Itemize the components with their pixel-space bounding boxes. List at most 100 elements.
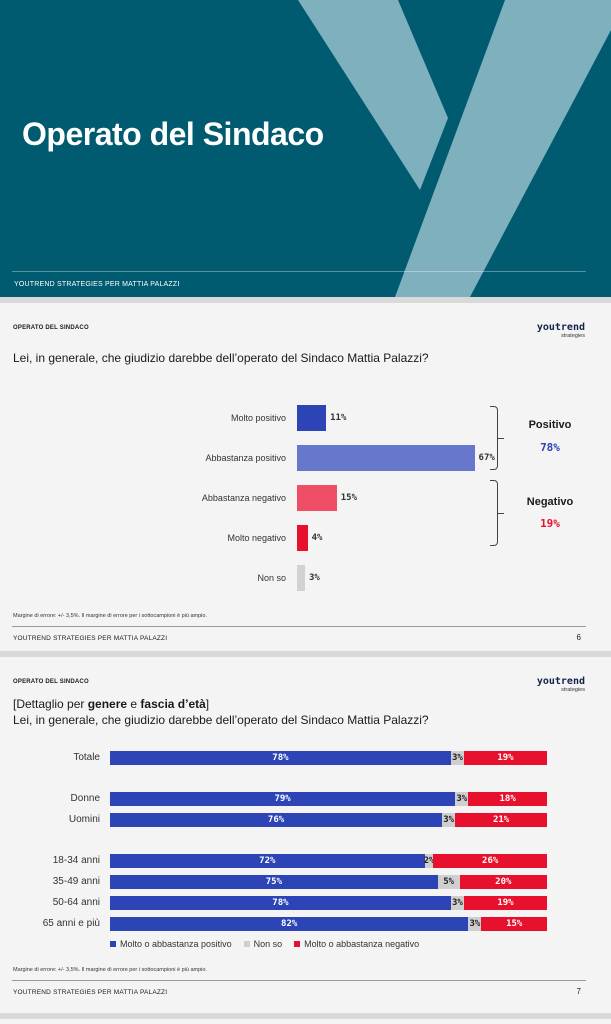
segment-value-35-49-anni-molto-o-abbastanza-negativo: 20%: [495, 877, 512, 887]
slide6-kicker: OPERATO DEL SINDACO: [13, 325, 89, 331]
chart-legend: Molto o abbastanza positivo Non so Molto…: [110, 939, 419, 949]
segment-65-anni-e-pi-molto-o-abbastanza-negativo: [481, 917, 547, 931]
segment-value-18-34-anni-non-so: 2%: [423, 856, 435, 866]
bar-label-abbastanza-negativo: Abbastanza negativo: [201, 493, 286, 503]
cover-divider: [12, 271, 586, 272]
segment-value-65-anni-e-pi-molto-o-abbastanza-negativo: 15%: [506, 919, 523, 929]
slide7-subtitle: [Dettaglio per genere e fascia d’età]: [13, 697, 209, 711]
segment-value-donne-molto-o-abbastanza-positivo: 79%: [274, 794, 291, 804]
row-label-uomini: Uomini: [68, 814, 100, 825]
positive-group-title: Positivo: [528, 419, 572, 431]
cover-footer: YOUTREND STRATEGIES PER MATTIA PALAZZI: [14, 281, 180, 288]
segment-donne-molto-o-abbastanza-negativo: [468, 792, 547, 806]
bar-label-molto-negativo: Molto negativo: [227, 533, 286, 543]
brand-name: youtrend: [536, 322, 585, 333]
bar-abbastanza-negativo: [297, 485, 337, 511]
subtitle-mid: e: [127, 697, 141, 711]
subtitle-suffix: ]: [205, 697, 210, 711]
segment-18-34-anni-non-so: [424, 854, 434, 868]
segment-value-65-anni-e-pi-non-so: 3%: [469, 919, 481, 929]
subtitle-age: fascia d’età: [140, 697, 206, 711]
segment-50-64-anni-molto-o-abbastanza-negativo: [463, 896, 547, 910]
legend-label-positive: Molto o abbastanza positivo: [120, 939, 232, 949]
row-label-18-34-anni: 18-34 anni: [52, 855, 100, 866]
bar-label-molto-positivo: Molto positivo: [230, 413, 286, 423]
bar-label-abbastanza-positivo: Abbastanza positivo: [205, 453, 286, 463]
segment-18-34-anni-molto-o-abbastanza-negativo: [433, 854, 547, 868]
slide6-footer: YOUTREND STRATEGIES PER MATTIA PALAZZI: [13, 635, 168, 642]
legend-item-nonso: Non so: [243, 939, 283, 949]
legend-item-positive: Molto o abbastanza positivo: [110, 939, 232, 949]
bar-value-non-so: 3%: [308, 573, 320, 583]
segment-value-uomini-molto-o-abbastanza-positivo: 76%: [267, 815, 285, 825]
segment-65-anni-e-pi-molto-o-abbastanza-positivo: [110, 917, 469, 931]
bar-value-molto-negativo: 4%: [311, 533, 323, 543]
segment-totale-non-so: [450, 751, 464, 765]
bar-value-molto-positivo: 11%: [330, 413, 347, 423]
segment-value-50-64-anni-non-so: 3%: [451, 898, 463, 908]
segment-value-35-49-anni-molto-o-abbastanza-positivo: 75%: [265, 877, 282, 887]
legend-label-nonso: Non so: [253, 939, 283, 949]
segment-value-totale-molto-o-abbastanza-negativo: 19%: [497, 753, 514, 763]
slide6-question: Lei, in generale, che giudizio darebbe d…: [13, 351, 429, 365]
row-label-50-64-anni: 50-64 anni: [52, 897, 100, 908]
segment-35-49-anni-non-so: [437, 875, 460, 889]
slide7-error-note: Margine di errore: +/- 3,5%. Il margine …: [13, 967, 207, 973]
bar-value-abbastanza-negativo: 15%: [340, 493, 358, 503]
slide6-page-number: 6: [576, 633, 581, 642]
row-label-35-49-anni: 35-49 anni: [52, 876, 100, 887]
segment-value-donne-molto-o-abbastanza-negativo: 18%: [499, 794, 516, 804]
segment-value-uomini-molto-o-abbastanza-negativo: 21%: [492, 815, 510, 825]
segment-value-donne-non-so: 3%: [456, 794, 468, 804]
segment-donne-molto-o-abbastanza-positivo: [110, 792, 456, 806]
subtitle-gender: genere: [87, 697, 128, 711]
segment-value-35-49-anni-non-so: 5%: [443, 877, 455, 887]
segment-value-50-64-anni-molto-o-abbastanza-negativo: 19%: [497, 898, 514, 908]
slide7-page-number: 7: [576, 987, 581, 996]
slide7-footer-rule: [12, 980, 586, 981]
row-label-donne: Donne: [70, 793, 100, 804]
negative-group-title: Negativo: [526, 496, 574, 508]
segment-value-50-64-anni-molto-o-abbastanza-positivo: 78%: [272, 898, 289, 908]
segment-value-totale-non-so: 3%: [451, 753, 463, 763]
brand-sub: strategies: [561, 333, 585, 339]
segment-totale-molto-o-abbastanza-negativo: [463, 751, 547, 765]
segment-35-49-anni-molto-o-abbastanza-negativo: [459, 875, 547, 889]
slide6-error-note: Margine di errore: +/- 3,5%. Il margine …: [13, 613, 207, 619]
segment-18-34-anni-molto-o-abbastanza-positivo: [110, 854, 425, 868]
legend-swatch-positive: [110, 941, 116, 947]
segment-uomini-non-so: [442, 813, 456, 827]
segment-50-64-anni-molto-o-abbastanza-positivo: [110, 896, 451, 910]
bar-value-abbastanza-positivo: 67%: [478, 453, 495, 463]
negative-group-value: 19%: [540, 517, 560, 530]
next-slide-edge: [0, 1019, 611, 1024]
segment-65-anni-e-pi-non-so: [468, 917, 482, 931]
row-label-totale: Totale: [73, 752, 100, 763]
legend-label-negative: Molto o abbastanza negativo: [304, 939, 420, 949]
legend-item-negative: Molto o abbastanza negativo: [294, 939, 419, 949]
segment-value-totale-molto-o-abbastanza-positivo: 78%: [272, 753, 289, 763]
youtrend-y-logo: [298, 0, 611, 297]
slide-7: OPERATO DEL SINDACO youtrend strategies …: [0, 657, 611, 1013]
positive-bracket: [490, 406, 504, 470]
legend-swatch-nonso: [243, 941, 250, 947]
slide7-question: Lei, in generale, che giudizio darebbe d…: [13, 713, 429, 727]
segment-value-uomini-non-so: 3%: [443, 815, 455, 825]
segment-value-18-34-anni-molto-o-abbastanza-negativo: 26%: [482, 856, 499, 866]
slide-6: OPERATO DEL SINDACO youtrend strategies …: [0, 303, 611, 651]
youtrend-logo: youtrend strategies: [537, 677, 585, 694]
segment-donne-non-so: [455, 792, 469, 806]
cover-title: Operato del Sindaco: [22, 116, 324, 152]
slide7-kicker: OPERATO DEL SINDACO: [13, 679, 89, 685]
positive-group-value: 78%: [540, 441, 560, 454]
slide7-footer: YOUTREND STRATEGIES PER MATTIA PALAZZI: [13, 989, 168, 996]
slide6-footer-rule: [12, 626, 586, 627]
cover-slide: Operato del Sindaco YOUTREND STRATEGIES …: [0, 0, 611, 297]
bar-non-so: [297, 565, 305, 591]
segment-35-49-anni-molto-o-abbastanza-positivo: [110, 875, 438, 889]
bar-label-non-so: Non so: [257, 573, 286, 583]
segment-uomini-molto-o-abbastanza-negativo: [455, 813, 547, 827]
segment-totale-molto-o-abbastanza-positivo: [110, 751, 451, 765]
brand-name: youtrend: [536, 676, 585, 687]
negative-bracket: [490, 480, 504, 546]
